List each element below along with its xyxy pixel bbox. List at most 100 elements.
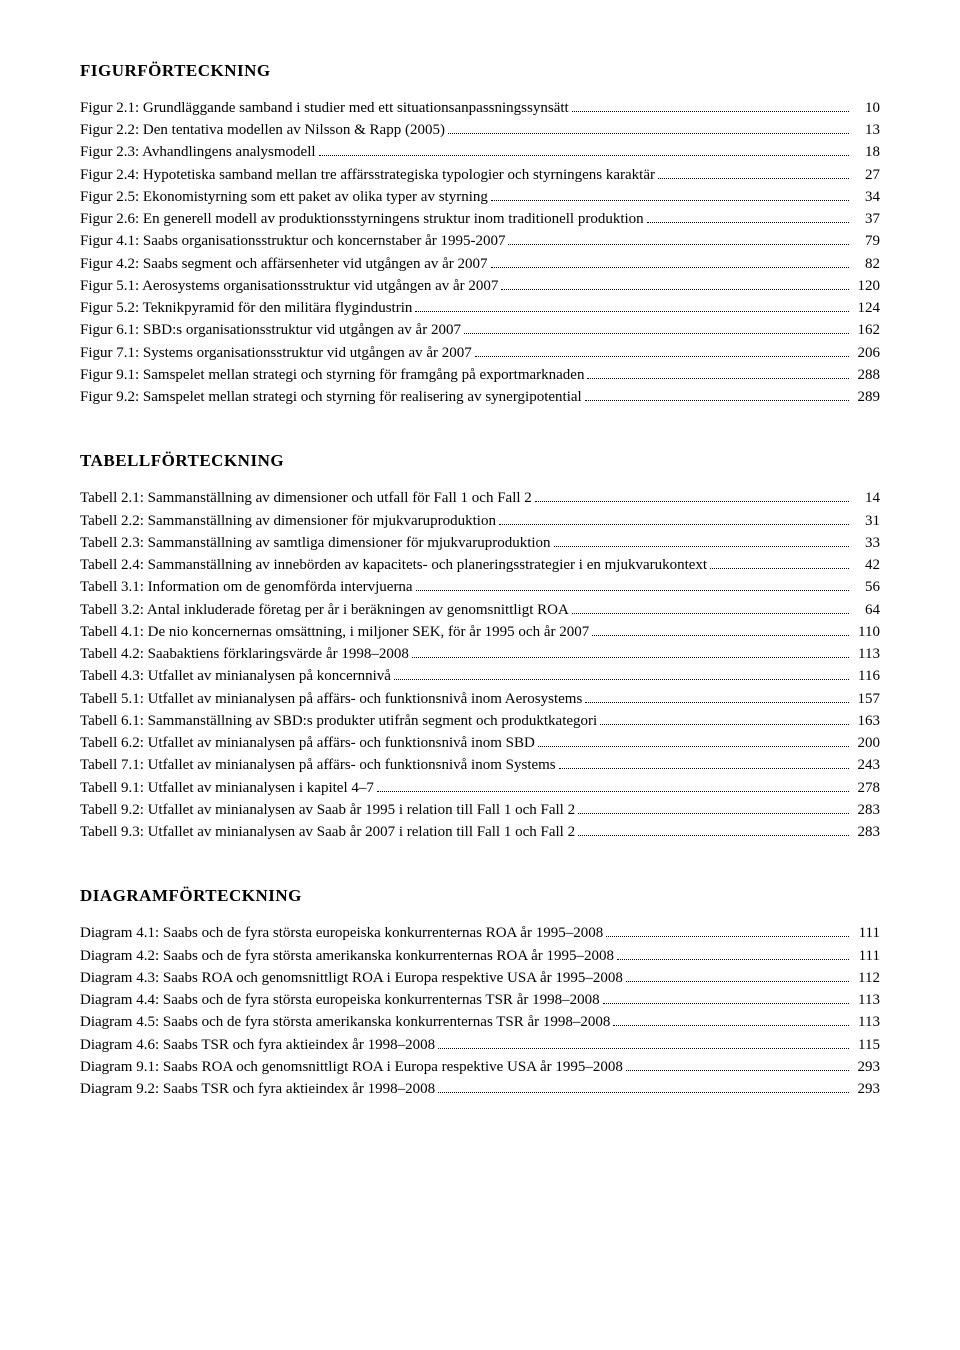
toc-entry-label: Diagram 4.5: Saabs och de fyra största a… xyxy=(80,1012,610,1032)
toc-entry-page: 288 xyxy=(852,365,880,385)
toc-entry-label: Figur 6.1: SBD:s organisationsstruktur v… xyxy=(80,320,461,340)
toc-entry-page: 113 xyxy=(852,1012,880,1032)
toc-entry-page: 111 xyxy=(852,923,880,943)
toc-entry: Tabell 6.2: Utfallet av minianalysen på … xyxy=(80,732,880,754)
toc-leader-dots xyxy=(600,713,849,725)
toc-leader-dots xyxy=(377,779,849,791)
toc-entry-page: 56 xyxy=(852,577,880,597)
toc-entry: Tabell 3.2: Antal inkluderade företag pe… xyxy=(80,599,880,621)
toc-entry: Diagram 4.6: Saabs TSR och fyra aktieind… xyxy=(80,1034,880,1056)
toc-entry-page: 162 xyxy=(852,320,880,340)
toc-leader-dots xyxy=(394,668,849,680)
toc-entry: Figur 9.1: Samspelet mellan strategi och… xyxy=(80,364,880,386)
toc-entry-page: 18 xyxy=(852,142,880,162)
toc-entry-label: Figur 9.2: Samspelet mellan strategi och… xyxy=(80,387,582,407)
toc-leader-dots xyxy=(626,970,849,982)
toc-entry-label: Figur 4.1: Saabs organisationsstruktur o… xyxy=(80,231,505,251)
toc-leader-dots xyxy=(578,824,849,836)
toc-entry-label: Tabell 7.1: Utfallet av minianalysen på … xyxy=(80,755,556,775)
toc-entry-label: Tabell 2.2: Sammanställning av dimension… xyxy=(80,511,496,531)
toc-entry-label: Tabell 3.2: Antal inkluderade företag pe… xyxy=(80,600,569,620)
toc-entry-label: Diagram 4.3: Saabs ROA och genomsnittlig… xyxy=(80,968,623,988)
toc-entry-label: Tabell 3.1: Information om de genomförda… xyxy=(80,577,413,597)
toc-entry-page: 283 xyxy=(852,800,880,820)
toc-entry: Diagram 4.2: Saabs och de fyra största a… xyxy=(80,945,880,967)
toc-entry-page: 10 xyxy=(852,98,880,118)
toc-entry: Tabell 9.3: Utfallet av minianalysen av … xyxy=(80,821,880,843)
toc-entry-page: 206 xyxy=(852,343,880,363)
toc-entry: Tabell 9.1: Utfallet av minianalysen i k… xyxy=(80,777,880,799)
toc-entry-label: Figur 5.2: Teknikpyramid för den militär… xyxy=(80,298,412,318)
toc-entry: Figur 7.1: Systems organisationsstruktur… xyxy=(80,342,880,364)
toc-leader-dots xyxy=(464,322,849,334)
toc-entry-label: Figur 2.1: Grundläggande samband i studi… xyxy=(80,98,569,118)
toc-entry-label: Diagram 9.2: Saabs TSR och fyra aktieind… xyxy=(80,1079,435,1099)
toc-entry-page: 124 xyxy=(852,298,880,318)
toc-entry-page: 113 xyxy=(852,644,880,664)
toc-leader-dots xyxy=(617,947,849,959)
toc-leader-dots xyxy=(491,189,849,201)
toc-leader-dots xyxy=(415,300,849,312)
toc-entry-label: Diagram 4.4: Saabs och de fyra största e… xyxy=(80,990,600,1010)
toc-entry: Tabell 2.1: Sammanställning av dimension… xyxy=(80,487,880,509)
toc-entry-page: 163 xyxy=(852,711,880,731)
toc-entry-label: Figur 4.2: Saabs segment och affärsenhet… xyxy=(80,254,488,274)
toc-leader-dots xyxy=(319,144,849,156)
toc-entry: Figur 2.3: Avhandlingens analysmodell18 xyxy=(80,141,880,163)
toc-entry-label: Tabell 2.1: Sammanställning av dimension… xyxy=(80,488,532,508)
toc-leader-dots xyxy=(606,925,849,937)
toc-entry-label: Tabell 2.4: Sammanställning av innebörde… xyxy=(80,555,707,575)
toc-entry-label: Figur 5.1: Aerosystems organisationsstru… xyxy=(80,276,498,296)
toc-leader-dots xyxy=(710,557,849,569)
section-heading: DIAGRAMFÖRTECKNING xyxy=(80,885,880,908)
toc-leader-dots xyxy=(508,233,849,245)
toc-leader-dots xyxy=(585,389,849,401)
toc-leader-dots xyxy=(416,579,849,591)
toc-entry: Figur 2.6: En generell modell av produkt… xyxy=(80,208,880,230)
toc-entry-label: Tabell 4.2: Saabaktiens förklaringsvärde… xyxy=(80,644,409,664)
toc-entry: Tabell 2.4: Sammanställning av innebörde… xyxy=(80,554,880,576)
toc-leader-dots xyxy=(412,646,849,658)
section-heading: FIGURFÖRTECKNING xyxy=(80,60,880,83)
toc-section: DIAGRAMFÖRTECKNINGDiagram 4.1: Saabs och… xyxy=(80,885,880,1100)
toc-entry-page: 37 xyxy=(852,209,880,229)
toc-entry: Tabell 2.2: Sammanställning av dimension… xyxy=(80,510,880,532)
toc-entry: Figur 6.1: SBD:s organisationsstruktur v… xyxy=(80,319,880,341)
toc-section: FIGURFÖRTECKNING Figur 2.1: Grundläggande… xyxy=(80,60,880,408)
toc-entry: Figur 5.1: Aerosystems organisationsstru… xyxy=(80,275,880,297)
toc-entry-page: 13 xyxy=(852,120,880,140)
toc-entry: Tabell 9.2: Utfallet av minianalysen av … xyxy=(80,799,880,821)
toc-leader-dots xyxy=(578,802,849,814)
toc-entry-label: Figur 2.6: En generell modell av produkt… xyxy=(80,209,644,229)
toc-entry-label: Diagram 9.1: Saabs ROA och genomsnittlig… xyxy=(80,1057,623,1077)
toc-leader-dots xyxy=(491,255,849,267)
toc-entry-page: 79 xyxy=(852,231,880,251)
toc-entry: Diagram 4.5: Saabs och de fyra största a… xyxy=(80,1011,880,1033)
toc-entry-page: 293 xyxy=(852,1079,880,1099)
toc-entry-page: 283 xyxy=(852,822,880,842)
toc-entry-label: Tabell 4.1: De nio koncernernas omsättni… xyxy=(80,622,589,642)
toc-entry-label: Tabell 6.2: Utfallet av minianalysen på … xyxy=(80,733,535,753)
toc-entry: Tabell 6.1: Sammanställning av SBD:s pro… xyxy=(80,710,880,732)
toc-entry-page: 112 xyxy=(852,968,880,988)
toc-entry-page: 278 xyxy=(852,778,880,798)
toc-entry: Diagram 4.4: Saabs och de fyra största e… xyxy=(80,989,880,1011)
toc-leader-dots xyxy=(613,1014,849,1026)
toc-entry-page: 27 xyxy=(852,165,880,185)
toc-entry: Figur 4.1: Saabs organisationsstruktur o… xyxy=(80,230,880,252)
toc-leader-dots xyxy=(535,490,849,502)
toc-entry: Diagram 9.2: Saabs TSR och fyra aktieind… xyxy=(80,1078,880,1100)
toc-entry: Figur 5.2: Teknikpyramid för den militär… xyxy=(80,297,880,319)
toc-entry-page: 110 xyxy=(852,622,880,642)
toc-entry: Figur 4.2: Saabs segment och affärsenhet… xyxy=(80,253,880,275)
toc-entry: Tabell 2.3: Sammanställning av samtliga … xyxy=(80,532,880,554)
toc-leader-dots xyxy=(647,211,849,223)
toc-entry: Tabell 5.1: Utfallet av minianalysen på … xyxy=(80,688,880,710)
toc-entry-label: Figur 7.1: Systems organisationsstruktur… xyxy=(80,343,472,363)
toc-entry-page: 243 xyxy=(852,755,880,775)
toc-entry-page: 113 xyxy=(852,990,880,1010)
toc-entry: Figur 2.1: Grundläggande samband i studi… xyxy=(80,97,880,119)
toc-entry-page: 293 xyxy=(852,1057,880,1077)
toc-entry-page: 34 xyxy=(852,187,880,207)
toc-entry-label: Figur 9.1: Samspelet mellan strategi och… xyxy=(80,365,584,385)
